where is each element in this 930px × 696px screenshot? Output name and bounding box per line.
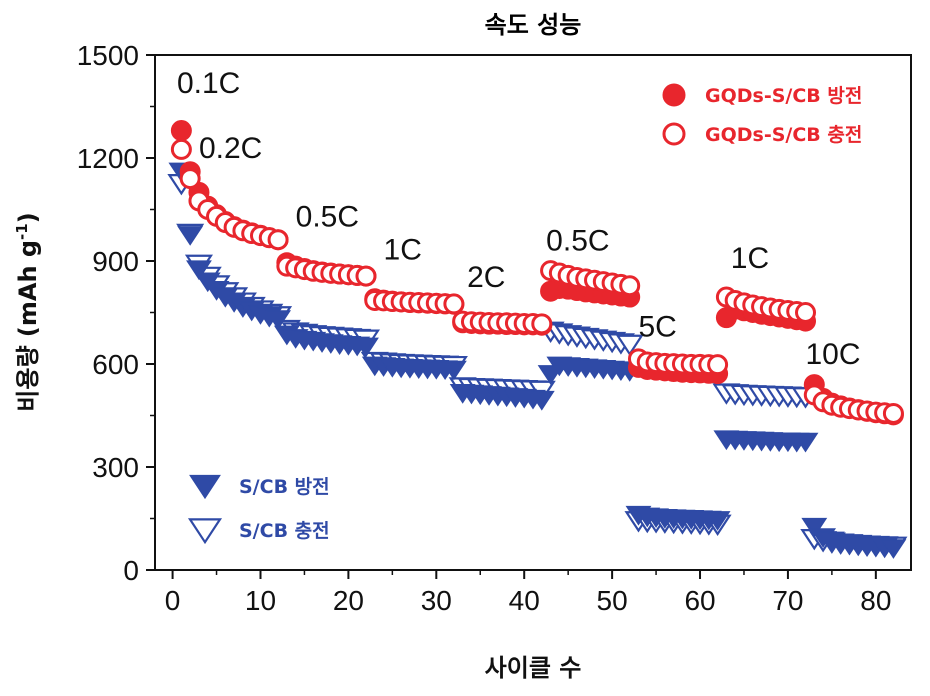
- x-tick-label: 70: [772, 585, 803, 616]
- data-point-circle: [795, 302, 817, 323]
- y-axis-label: 비용량 (mAh g-1): [13, 212, 42, 411]
- rate-label: 10C: [806, 338, 861, 371]
- data-point-circle: [619, 275, 641, 297]
- x-tick-label: 0: [165, 585, 181, 616]
- data-point-circle: [179, 168, 201, 190]
- data-point-triangle: [704, 511, 731, 531]
- y-tick-label: 1500: [77, 40, 139, 71]
- legend-marker: [189, 474, 221, 500]
- series-2: [168, 162, 907, 559]
- data-point-triangle: [801, 517, 828, 538]
- rate-label: 5C: [638, 311, 676, 344]
- data-point-circle: [267, 229, 289, 251]
- x-tick-label: 80: [860, 585, 891, 616]
- y-tick-label: 600: [92, 349, 139, 380]
- x-tick-label: 30: [421, 585, 452, 616]
- legend-label: GQDs-S/CB 방전: [705, 85, 862, 107]
- data-point-circle: [707, 354, 729, 376]
- data-point-circle: [170, 138, 192, 160]
- data-marks: [167, 120, 908, 559]
- data-point-circle: [531, 313, 553, 335]
- x-tick-label: 40: [509, 585, 540, 616]
- x-tick-label: 60: [684, 585, 715, 616]
- y-tick-label: 1200: [77, 143, 139, 174]
- data-point-triangle: [528, 390, 555, 411]
- y-axis-label-main: 비용량 (mAh g: [14, 240, 42, 412]
- y-tick-label: 300: [92, 452, 139, 483]
- chart-title: 속도 성능: [485, 11, 582, 39]
- data-point-triangle: [353, 337, 379, 358]
- data-point-triangle: [615, 334, 644, 357]
- y-axis-label-sup: -1: [13, 223, 31, 240]
- rate-label: 1C: [384, 233, 422, 266]
- rate-label: 0.5C: [546, 225, 609, 258]
- rate-label: 0.1C: [177, 67, 240, 100]
- rate-label: 2C: [467, 261, 505, 294]
- x-tick-label: 50: [597, 585, 628, 616]
- data-point-triangle: [792, 432, 819, 453]
- data-point-circle: [170, 120, 192, 142]
- legend: GQDs-S/CB 방전 GQDs-S/CB 충전 S/CB 방전 S/CB 충전: [187, 83, 862, 545]
- legend-marker: [662, 122, 686, 146]
- y-tick-label: 0: [123, 555, 139, 586]
- data-point-triangle: [186, 260, 212, 281]
- y-axis-label-close: ): [14, 212, 42, 223]
- rate-annotations: 0.1C 0.2C 0.5C 1C 2C 0.5C 5C 1C 10C: [177, 67, 861, 371]
- legend-label: S/CB 방전: [239, 476, 330, 498]
- rate-label: 0.5C: [296, 201, 359, 234]
- y-tick-label: 900: [92, 246, 139, 277]
- data-point-circle: [443, 293, 465, 315]
- data-point-triangle: [440, 360, 467, 381]
- legend-marker: [187, 518, 223, 545]
- data-point-circle: [355, 265, 377, 287]
- x-axis-label: 사이클 수: [485, 654, 582, 682]
- axis-ticks: 0 10 20 30 40 50 60 70 80 0 300 600 900 1200 1500: [77, 40, 892, 616]
- data-point-triangle: [177, 226, 204, 246]
- data-point-circle: [882, 402, 904, 424]
- legend-label: S/CB 충전: [239, 520, 330, 542]
- rate-label: 1C: [731, 242, 769, 275]
- data-point-triangle: [265, 310, 291, 330]
- legend-label: GQDs-S/CB 충전: [705, 124, 862, 146]
- rate-label: 0.2C: [199, 132, 262, 165]
- x-tick-label: 20: [333, 585, 364, 616]
- x-tick-label: 10: [245, 585, 276, 616]
- legend-marker: [662, 83, 686, 107]
- series-1: [170, 138, 904, 424]
- data-point-triangle: [880, 539, 907, 559]
